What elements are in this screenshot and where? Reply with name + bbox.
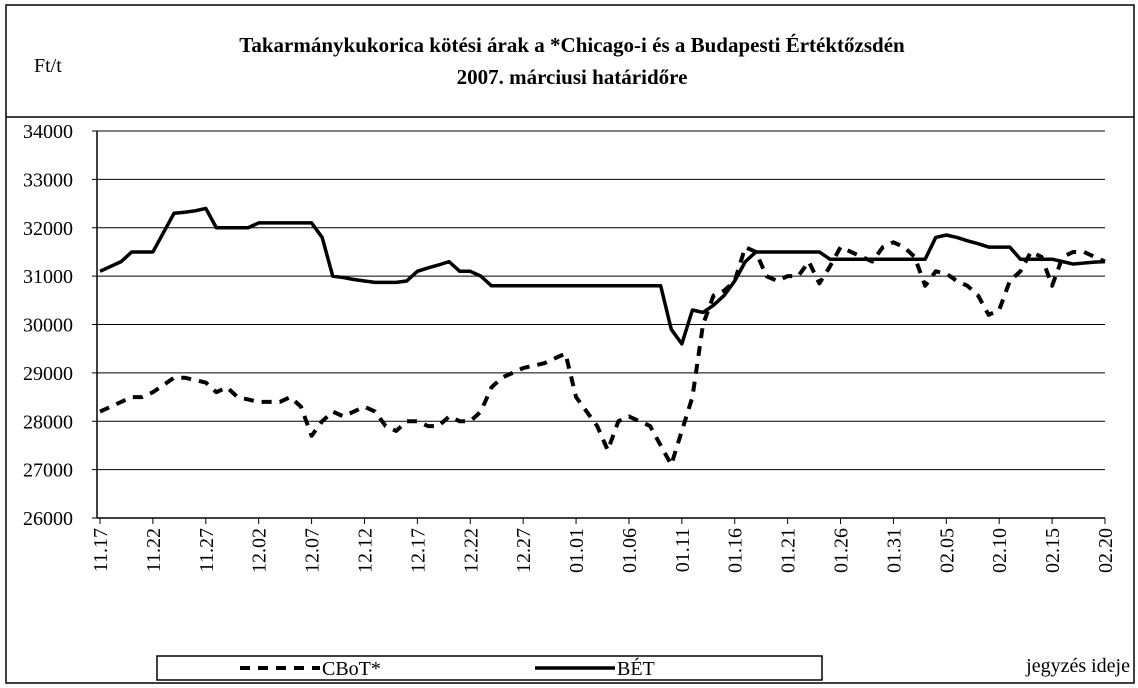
legend-label: BÉT <box>617 657 655 680</box>
y-tick-label: 27000 <box>23 460 73 482</box>
legend-label: CBoT* <box>322 658 381 680</box>
y-axis-label: Ft/t <box>34 55 62 77</box>
x-tick-label: 01.26 <box>831 528 853 573</box>
x-tick-label: 02.20 <box>1095 528 1117 573</box>
x-tick-label: 02.10 <box>989 528 1011 573</box>
y-tick-label: 34000 <box>23 121 73 143</box>
x-tick-label: 01.11 <box>672 528 694 572</box>
x-tick-label: 02.15 <box>1042 528 1064 573</box>
x-tick-label: 11.17 <box>90 528 112 572</box>
x-tick-label: 01.01 <box>566 528 588 573</box>
chart-border <box>5 4 1135 684</box>
x-axis-label: jegyzés ideje <box>1025 655 1130 677</box>
y-tick-label: 29000 <box>23 363 73 385</box>
y-tick-label: 33000 <box>23 169 73 191</box>
x-tick-label: 12.22 <box>460 528 482 573</box>
y-tick-label: 32000 <box>23 218 73 240</box>
x-tick-label: 02.05 <box>936 528 958 573</box>
x-tick-label: 12.12 <box>354 528 376 573</box>
x-tick-label: 01.16 <box>725 528 747 573</box>
x-tick-label: 01.21 <box>778 528 800 573</box>
x-tick-label: 01.31 <box>883 528 905 573</box>
y-tick-label: 26000 <box>23 508 73 530</box>
chart-title: 2007. márciusi határidőre <box>457 65 688 89</box>
series-line <box>99 206 1106 346</box>
x-tick-label: 11.27 <box>196 528 218 572</box>
series-line <box>99 240 1106 467</box>
x-tick-label: 12.17 <box>407 528 429 573</box>
x-tick-label: 11.22 <box>143 528 165 572</box>
x-tick-label: 12.02 <box>249 528 271 573</box>
x-tick-label: 12.27 <box>513 528 535 573</box>
legend-box <box>156 655 823 681</box>
x-tick-label: 12.07 <box>302 528 324 573</box>
chart-title: Takarmánykukorica kötési árak a *Chicago… <box>239 33 905 57</box>
y-tick-label: 30000 <box>23 315 73 337</box>
x-tick-label: 01.06 <box>619 528 641 573</box>
y-tick-label: 28000 <box>23 411 73 433</box>
y-tick-label: 31000 <box>23 266 73 288</box>
